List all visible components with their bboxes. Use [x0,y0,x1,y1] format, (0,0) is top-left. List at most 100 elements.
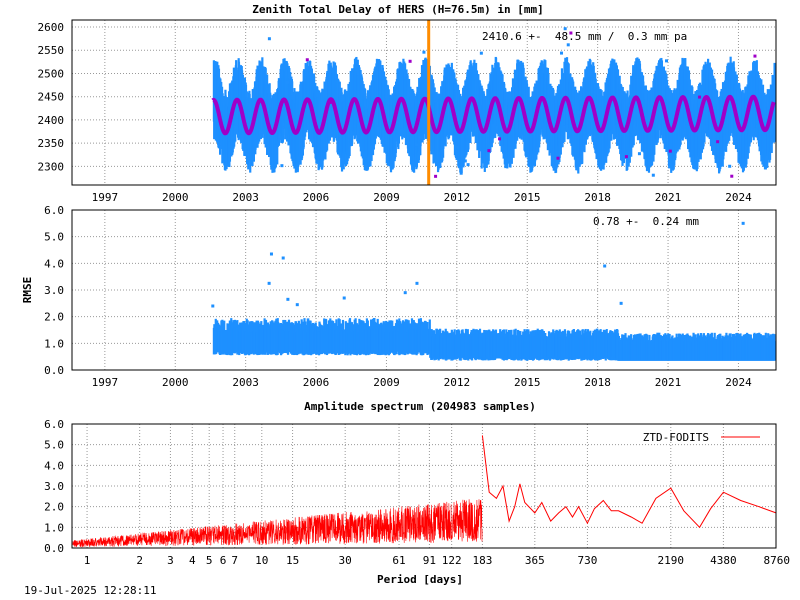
ztd-y-tick-label: 2600 [38,21,65,34]
ztd-outlier-point [569,31,573,35]
rmse-outlier-point [741,221,745,225]
ztd-outlier-point [463,159,467,163]
spectrum-plot-frame [71,423,777,549]
spectrum-x-tick-label: 6 [220,554,227,567]
spectrum-x-tick-label: 1 [84,554,91,567]
spectrum-x-tick-label: 10 [255,554,268,567]
spectrum-y-tick-label: 5.0 [44,439,64,452]
spectrum-x-tick-label: 91 [423,554,436,567]
ztd-outlier-point [479,51,483,55]
rmse-outlier-point [267,281,271,285]
ztd-outlier-point [498,137,502,141]
rmse-y-axis-label: RMSE [21,277,34,304]
spectrum-y-tick-label: 3.0 [44,480,64,493]
spectrum-axis-ticks: 1 2 3 4 5 6 7 10 15 30 61 91 122 183 365 730 2190 4380 876… [44,418,790,567]
ztd-outlier-point [422,50,426,54]
ztd-outlier-point [556,156,560,160]
ztd-outlier-point [655,129,659,133]
ztd-x-tick-label: 1997 [92,191,119,204]
rmse-x-tick-label: 2015 [514,376,541,389]
rmse-stats-annotation: 0.78 +- 0.24 mm [593,215,699,228]
ztd-y-tick-label: 2300 [38,160,65,173]
ztd-outlier-point [466,163,470,167]
ztd-outlier-point [753,54,757,58]
spectrum-legend: ZTD-FODITS [643,431,760,444]
spectrum-x-tick-label: 15 [286,554,299,567]
spectrum-x-tick-label: 122 [442,554,462,567]
ztd-outlier-point [587,118,591,122]
ztd-outlier-point [668,149,672,153]
ztd-outlier-point [637,152,641,156]
spectrum-x-tick-label: 730 [577,554,597,567]
ztd-outlier-point [576,110,580,114]
ztd-outlier-point [566,43,570,47]
spectrum-y-tick-label: 6.0 [44,418,64,431]
rmse-x-tick-label: 2009 [373,376,400,389]
rmse-x-tick-label: 2006 [303,376,330,389]
rmse-outlier-point [342,296,346,300]
ztd-outlier-point [272,168,276,172]
spectrum-x-tick-label: 4 [189,554,196,567]
ztd-outlier-point [730,174,734,178]
spectrum-x-axis-label: Period [days] [377,573,463,586]
ztd-chart-title: Zenith Total Delay of HERS (H=76.5m) in … [252,3,543,16]
rmse-y-tick-label: 1.0 [44,337,64,350]
spectrum-x-tick-label: 2 [136,554,143,567]
ztd-fit-curve [211,94,776,136]
ztd-outlier-point [305,58,309,62]
ztd-outlier-point [280,164,284,168]
ztd-outlier-point [579,105,583,109]
rmse-outlier-point [403,291,407,295]
ztd-outlier-point [475,75,479,79]
spectrum-x-tick-label: 3 [167,554,174,567]
rmse-x-tick-label: 2024 [725,376,752,389]
ztd-x-tick-label: 2024 [725,191,752,204]
spectrum-x-tick-label: 183 [472,554,492,567]
rmse-x-tick-label: 2003 [232,376,259,389]
ztd-outlier-point [414,143,418,147]
spectrum-x-tick-label: 7 [231,554,238,567]
ztd-outlier-point [434,174,438,178]
spectrum-series-line [481,435,777,529]
rmse-y-tick-label: 2.0 [44,311,64,324]
ztd-x-tick-label: 2009 [373,191,400,204]
spectrum-dense-lines [72,499,483,548]
spectrum-y-tick-label: 4.0 [44,459,64,472]
rmse-y-tick-label: 4.0 [44,257,64,270]
ztd-outlier-point [651,173,655,177]
rmse-y-tick-label: 6.0 [44,204,64,217]
rmse-y-tick-label: 3.0 [44,284,64,297]
ztd-y-tick-label: 2400 [38,114,65,127]
spectrum-x-tick-label: 30 [339,554,352,567]
ztd-outlier-point [624,155,628,159]
ztd-outlier-point [459,171,463,175]
rmse-outlier-point [295,303,299,307]
ztd-x-tick-label: 2006 [303,191,330,204]
rmse-axis-ticks: 1997 2000 2003 2006 2009 2012 2015 2018 2021 2024… [44,204,752,389]
ztd-observation-bar [773,62,776,142]
ztd-x-tick-label: 2000 [162,191,189,204]
spectrum-y-tick-label: 1.0 [44,521,64,534]
rmse-x-tick-label: 2012 [444,376,471,389]
ztd-x-tick-label: 2012 [444,191,471,204]
rmse-outlier-point [211,304,215,308]
ztd-outlier-point [487,149,491,153]
rmse-outlier-point [603,264,607,268]
ztd-outlier-point [267,37,271,41]
rmse-outlier-point [619,301,623,305]
spectrum-legend-label: ZTD-FODITS [643,431,709,444]
ztd-x-tick-label: 2003 [232,191,259,204]
rmse-outlier-point [286,297,290,301]
spectrum-dense-noise [72,499,483,548]
ztd-y-tick-label: 2550 [38,44,65,57]
rmse-outlier-point [269,252,273,256]
ztd-outlier-point [698,95,702,99]
ztd-x-tick-label: 2015 [514,191,541,204]
ztd-outlier-point [716,140,720,144]
spectrum-chart-title: Amplitude spectrum (204983 samples) [304,400,536,413]
spectrum-x-tick-label: 61 [392,554,405,567]
rmse-outlier-point [281,256,285,260]
ztd-y-tick-label: 2450 [38,91,65,104]
ztd-outlier-point [408,59,412,63]
